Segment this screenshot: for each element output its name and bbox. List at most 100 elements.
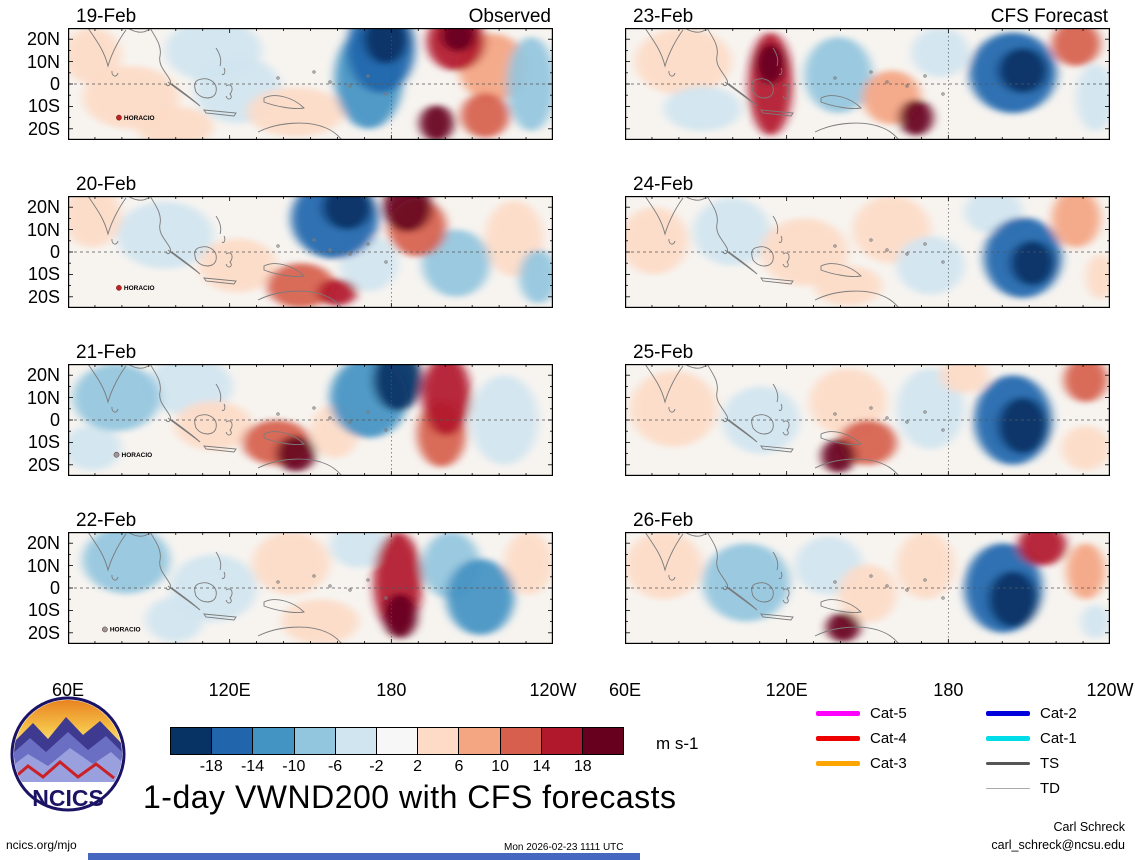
legend-label: Cat-5 [870,705,907,722]
legend-label: Cat-1 [1040,730,1077,747]
anomaly-map: HORACIO [68,28,553,140]
lat-tick-label: 20N [26,197,60,218]
legend-line-swatch [986,736,1030,741]
lat-tick-label: 20S [27,286,60,307]
anomaly-map [625,28,1110,140]
credit-email: carl_schreck@ncsu.edu [991,838,1125,853]
bottom-bar [88,853,640,860]
lat-tick-label: 20S [27,622,60,643]
coastlines [644,532,945,644]
coastlines [644,196,945,308]
map-panel: 20-Feb HORACIO [68,172,553,308]
legend-line-swatch [816,736,860,741]
lat-tick-label: 0 [49,242,60,262]
lat-tick-label: 20N [26,533,60,554]
column-title: Observed [468,6,551,27]
colorbar-segment [294,728,336,754]
panel-header: 26-Feb [625,508,1110,532]
colorbar-segment [171,728,213,754]
anomaly-field [68,28,553,140]
legend-item: Cat-2 [986,701,1077,726]
lat-tick-label: 10N [26,555,60,576]
legend-item: Cat-4 [816,726,907,751]
coastlines [644,28,945,140]
lon-tick-label: 120W [1086,680,1134,700]
storm-marker [113,451,120,458]
storm-label: HORACIO [124,285,155,292]
panel-header: 20-Feb [68,172,553,196]
lat-tick-label: 10N [26,51,60,72]
colorbar-segment [459,728,501,754]
legend-item: TD [986,776,1077,801]
storm-marker [102,626,108,633]
colorbar-segment [418,728,460,754]
storm-marker [116,114,122,121]
map-panel: 24-Feb [625,172,1110,308]
anomaly-map [625,196,1110,308]
credit-name: Carl Schreck [1053,820,1125,834]
colorbar-segment [376,728,419,754]
legend-item: Cat-3 [816,751,907,776]
lat-tick-label: 0 [49,74,60,94]
storm-legend-col2: Cat-2 Cat-1 TS TD [986,701,1077,801]
storm-label: HORACIO [124,115,155,122]
panel-header: 24-Feb [625,172,1110,196]
lat-tick-label: 10S [27,432,60,453]
legend-item: TS [986,751,1077,776]
legend-label: Cat-4 [870,730,907,747]
anomaly-map: HORACIO [68,196,553,308]
colorbar-tick-label: 10 [491,758,510,775]
map-panel: 22-Feb HORACIO [68,508,553,644]
colorbar-tick-label: 2 [413,758,423,775]
lat-tick-label: 20S [27,118,60,139]
colorbar-tick-label: 18 [573,758,592,775]
legend-item: Cat-1 [986,726,1077,751]
lon-tick-labels: 60E 120E 180 120W [609,676,1134,706]
map-panel: 19-Feb Observed HORACIO [68,4,553,140]
colorbar-labels: -18 -14 -10 -6 -2 2 6 10 14 18 [170,755,624,777]
map-border [625,196,1110,308]
panel-row: 20N 10N 0 10S 20S 21-Feb HORACIO 25-Feb [0,340,1135,476]
colorbar-segment [253,728,295,754]
anomaly-field [634,28,1110,136]
panel-row: 20N 10N 0 10S 20S 20-Feb HORACIO 24-Feb [0,172,1135,308]
colorbar-tick-label: 14 [532,758,551,775]
panel-header: 25-Feb [625,340,1110,364]
lon-tick-label: 180 [933,680,964,700]
footer-credit: Carl Schreck carl_schreck@ncsu.edu [991,818,1125,854]
lon-tick-labels: 60E 120E 180 120W [52,676,577,706]
lat-tick-label: 0 [49,578,60,598]
anomaly-field [625,532,1110,642]
lat-axis: 20N 10N 0 10S 20S [0,172,68,308]
map-border [68,28,553,140]
panel-row: 20N 10N 0 10S 20S 19-Feb Observed HORACIO 23-Feb… [0,4,1135,140]
storm-label: HORACIO [122,452,153,459]
column-title: CFS Forecast [990,6,1108,27]
lat-axis: 20N 10N 0 10S 20S [0,340,68,476]
logo-text: NCICS [32,785,104,811]
panel-date: 25-Feb [633,342,694,363]
panel-header: 22-Feb [68,508,553,532]
legend-label: TS [1040,755,1060,772]
lat-tick-label: 10S [27,264,60,285]
lat-tick-label: 10N [26,219,60,240]
footer-url: ncics.org/mjo [6,838,77,852]
lon-tick-label: 180 [376,680,407,700]
lon-tick-label: 120E [765,680,808,700]
panel-date: 21-Feb [76,342,137,363]
lon-tick-label: 120W [529,680,577,700]
anomaly-field [82,532,553,644]
colorbar-segment [541,728,583,754]
colorbar-tick-label: -14 [240,758,265,775]
colorbar-block: -18 -14 -10 -6 -2 2 6 10 14 18 [170,727,624,777]
map-border [68,364,553,476]
legend-line-swatch [986,787,1030,790]
legend-label: TD [1040,780,1060,797]
anomaly-map: HORACIO [68,364,553,476]
colorbar-tick-label: -6 [327,758,343,775]
colorbar-tick-label: -10 [282,758,306,775]
panel-grid: 20N 10N 0 10S 20S 19-Feb Observed HORACIO 23-Feb… [0,4,1135,706]
panel-date: 26-Feb [633,510,694,531]
map-panel: 21-Feb HORACIO [68,340,553,476]
colorbar-segment [212,728,254,754]
